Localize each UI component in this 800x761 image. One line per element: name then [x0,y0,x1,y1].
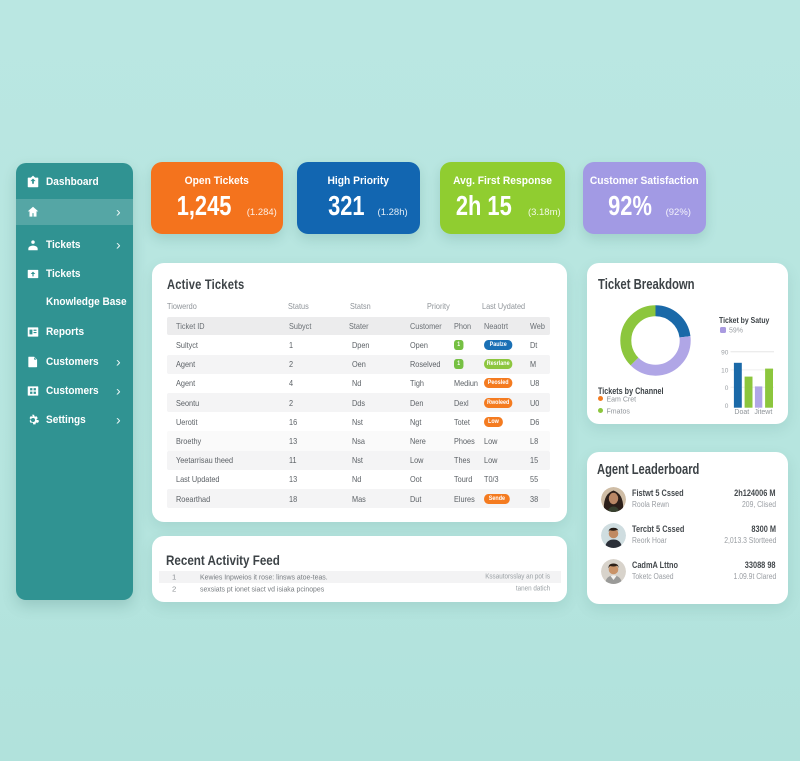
svg-text:90: 90 [721,349,729,356]
svg-text:0: 0 [725,384,729,391]
svg-text:10: 10 [721,367,729,374]
svg-text:0: 0 [725,403,729,410]
